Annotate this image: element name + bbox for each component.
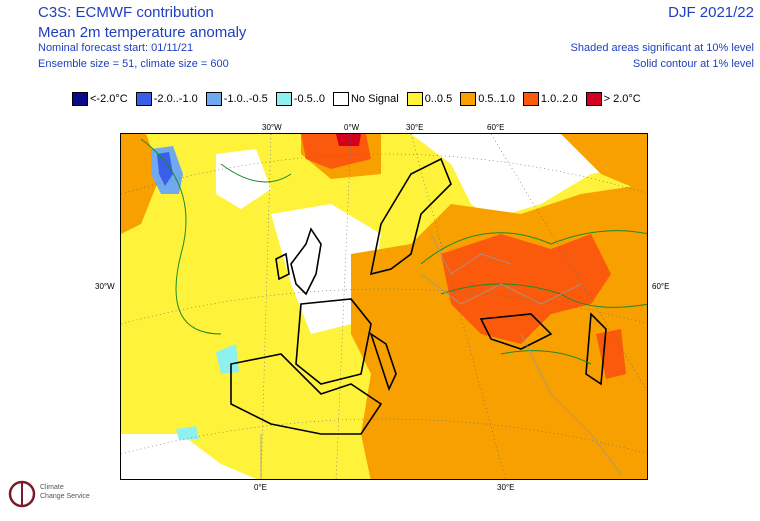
legend-label: -1.0..-0.5: [223, 93, 268, 105]
contour-line: [220, 163, 292, 183]
color-legend: <-2.0°C -2.0..-1.0 -1.0..-0.5 -0.5..0 No…: [72, 92, 647, 106]
axis-label-right: 60°E: [652, 282, 670, 291]
legend-item: 0.5..1.0: [460, 92, 515, 106]
anomaly-region-orange: [561, 134, 647, 194]
no-signal-region: [216, 149, 271, 209]
legend-label: -2.0..-1.0: [153, 93, 198, 105]
anomaly-region-deep-red: [336, 134, 361, 146]
legend-item: -2.0..-1.0: [135, 92, 198, 106]
coastline-france-iberia: [295, 298, 372, 385]
anomaly-region-cool: [176, 426, 199, 440]
anomaly-map: [120, 133, 648, 480]
coastline-black-sea: [479, 313, 553, 350]
graticule-line: [121, 153, 647, 195]
legend-label: No Signal: [350, 93, 399, 105]
significance-note: Shaded areas significant at 10% level: [570, 42, 754, 54]
legend-label: 1.0..2.0: [540, 93, 578, 105]
legend-swatch: [72, 92, 88, 106]
coastline-north-africa: [230, 353, 383, 435]
legend-label: <-2.0°C: [90, 93, 128, 105]
logo-mark: [8, 480, 36, 508]
climate-change-service-logo: Climate Change Service: [6, 478, 116, 516]
legend-swatch: [135, 92, 152, 106]
legend-item: > 2.0°C: [585, 92, 641, 106]
axis-label-top: 30°E: [406, 123, 424, 132]
contour-line: [420, 230, 647, 265]
contour-note: Solid contour at 1% level: [632, 58, 754, 70]
legend-swatch: [522, 92, 539, 106]
coastline-caspian: [585, 312, 607, 386]
legend-label: > 2.0°C: [603, 93, 641, 105]
axis-label-left: 30°W: [95, 282, 115, 291]
axis-label-bottom: 0°E: [254, 483, 267, 492]
coastlines: [230, 157, 607, 435]
title-line2: Mean 2m temperature anomaly: [38, 24, 247, 41]
legend-item: 1.0..2.0: [522, 92, 578, 106]
title-line1: C3S: ECMWF contribution: [38, 4, 214, 21]
border-line: [430, 233, 512, 275]
legend-item: 0..0.5: [406, 92, 453, 106]
anomaly-region-cool: [216, 344, 239, 374]
legend-swatch: [460, 92, 477, 106]
legend-label: 0..0.5: [424, 93, 453, 105]
anomaly-region-red-orange: [596, 329, 626, 379]
forecast-start: Nominal forecast start: 01/11/21: [38, 42, 194, 54]
coastline-scandinavia: [369, 157, 452, 276]
legend-label: -0.5..0: [293, 93, 325, 105]
coastline-britain: [290, 227, 322, 296]
axis-label-top: 30°W: [262, 123, 282, 132]
axis-label-bottom: 30°E: [497, 483, 515, 492]
legend-swatch: [205, 92, 222, 106]
legend-label: 0.5..1.0: [478, 93, 515, 105]
axis-label-top: 60°E: [487, 123, 505, 132]
legend-item: No Signal: [332, 92, 399, 106]
no-signal-region: [121, 434, 257, 479]
map-svg: [121, 134, 647, 479]
coastline-italy: [369, 332, 397, 392]
logo-text: Climate: [40, 484, 64, 491]
legend-swatch: [332, 92, 349, 106]
coastline-ireland: [275, 252, 290, 281]
logo-text: Change Service: [40, 493, 90, 500]
anomaly-region-cold-strong: [157, 152, 173, 186]
legend-item: -0.5..0: [275, 92, 325, 106]
anomaly-region-red-orange: [441, 234, 611, 344]
legend-item: -1.0..-0.5: [205, 92, 268, 106]
period: DJF 2021/22: [668, 4, 754, 21]
axis-label-top: 0°W: [344, 123, 360, 132]
graticule: [121, 134, 647, 479]
graticule-line: [490, 134, 647, 392]
contour-line: [500, 350, 592, 365]
legend-item: <-2.0°C: [72, 92, 128, 106]
border-line: [520, 333, 622, 475]
legend-swatch: [406, 92, 423, 106]
contour-line: [140, 138, 222, 335]
country-borders: [260, 233, 622, 479]
legend-swatch: [585, 92, 602, 106]
legend-swatch: [275, 92, 292, 106]
ensemble-size: Ensemble size = 51, climate size = 600: [38, 58, 229, 70]
border-line: [420, 273, 582, 305]
